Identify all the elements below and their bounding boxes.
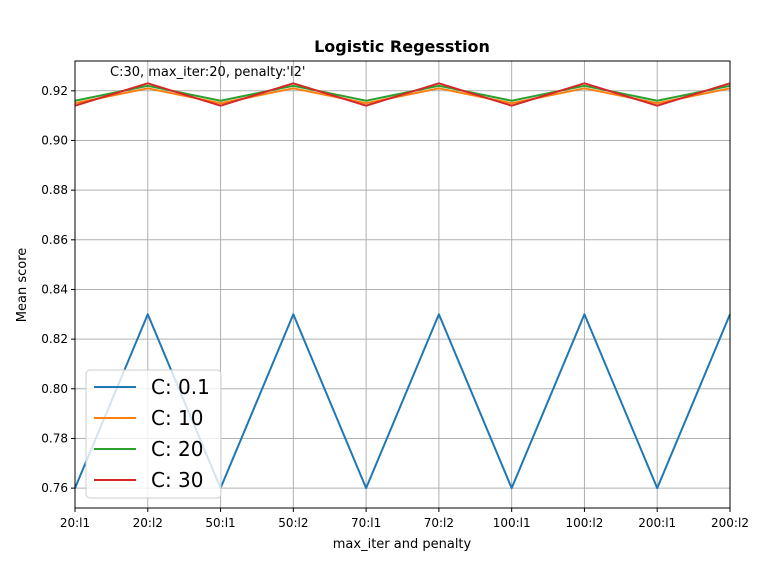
series-line (74, 82, 731, 107)
x-axis-label: max_iter and penalty (333, 537, 472, 552)
x-tick-label: 20:l2 (133, 516, 163, 530)
legend-label: C: 20 (151, 437, 204, 461)
legend-label: C: 10 (151, 406, 204, 430)
series-line (74, 87, 731, 105)
series-line (74, 84, 731, 102)
y-tick-label: 0.84 (41, 282, 68, 296)
y-tick-label: 0.92 (41, 84, 68, 98)
x-tick-label: 20:l1 (60, 516, 90, 530)
legend-frame (85, 369, 222, 499)
chart-title: Logistic Regesstion (314, 37, 490, 56)
y-tick-label: 0.86 (41, 233, 68, 247)
y-tick-label: 0.78 (41, 431, 68, 445)
axis-ticks: 20:l1 20:l2 50:l1 50:l2 70:l1 70:l2 100:l1 100:… (41, 84, 749, 530)
y-axis-label: Mean score (15, 248, 30, 322)
x-tick-label: 200:l2 (711, 516, 749, 530)
x-tick-label: 200:l1 (638, 516, 676, 530)
y-tick-label: 0.88 (41, 183, 68, 197)
legend-label: C: 0.1 (151, 375, 210, 399)
x-tick-label: 50:l1 (205, 516, 235, 530)
best-params-annotation: C:30, max_iter:20, penalty:'l2' (110, 65, 305, 80)
x-tick-label: 50:l2 (278, 516, 308, 530)
x-tick-label: 100:l2 (565, 516, 603, 530)
x-tick-label: 70:l1 (351, 516, 381, 530)
y-tick-label: 0.90 (41, 133, 68, 147)
y-tick-label: 0.80 (41, 382, 68, 396)
x-tick-label: 100:l1 (493, 516, 531, 530)
legend: C: 0.1 C: 10 C: 20 C: 30 (85, 369, 222, 499)
y-tick-label: 0.82 (41, 332, 68, 346)
y-tick-label: 0.76 (41, 481, 68, 495)
legend-label: C: 30 (151, 468, 204, 492)
series-lines (74, 82, 731, 490)
plot-frame (74, 60, 731, 509)
x-tick-label: 70:l2 (424, 516, 454, 530)
